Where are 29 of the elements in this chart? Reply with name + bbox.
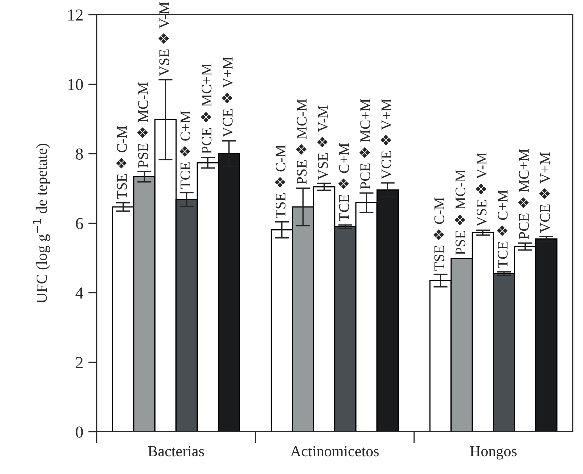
y-tick-label: 6 <box>76 218 84 230</box>
text: TCE ❖ C+M <box>338 143 350 222</box>
y-axis-title: UFC (log g$^{−1}$ de tepetate) <box>33 144 50 304</box>
text: TCE ❖ C+M <box>180 111 191 190</box>
x-tick-label: Bacterias <box>148 446 204 457</box>
text: VCE ❖ V+M <box>539 152 550 234</box>
text: VCE ❖ V+M <box>380 99 392 180</box>
text: VCE ❖ V+M <box>222 57 233 138</box>
text: VSE ❖ V-M <box>476 152 487 227</box>
text: PSE ❖ MC-M <box>454 170 466 256</box>
y-tick-label: 0 <box>76 426 84 438</box>
y-tick-label: 4 <box>76 288 84 299</box>
text: PCE ❖ MC+M <box>518 149 530 240</box>
text: TCE ❖ C+M <box>497 190 508 268</box>
text: TSE ❖ C-M <box>275 145 286 218</box>
x-tick-label: Actinomicetos <box>290 446 379 457</box>
x-tick-label: Hongos <box>470 446 517 460</box>
text: PSE ❖ MC-M <box>137 82 148 168</box>
text: VSE ❖ V-M <box>158 2 170 76</box>
text: VSE ❖ V-M <box>317 106 328 180</box>
y-tick-label: 8 <box>76 148 84 160</box>
y-tick-label: 10 <box>68 79 84 90</box>
text: TSE ❖ C-M <box>116 126 128 200</box>
text: TSE ❖ C-M <box>434 198 444 271</box>
text: PSE ❖ MC-M <box>296 99 307 185</box>
y-tick-label: 2 <box>76 357 83 368</box>
y-tick-label: 12 <box>68 10 83 21</box>
text: PCE ❖ MC+M <box>360 99 370 190</box>
text: PCE ❖ MC+M <box>200 64 212 154</box>
